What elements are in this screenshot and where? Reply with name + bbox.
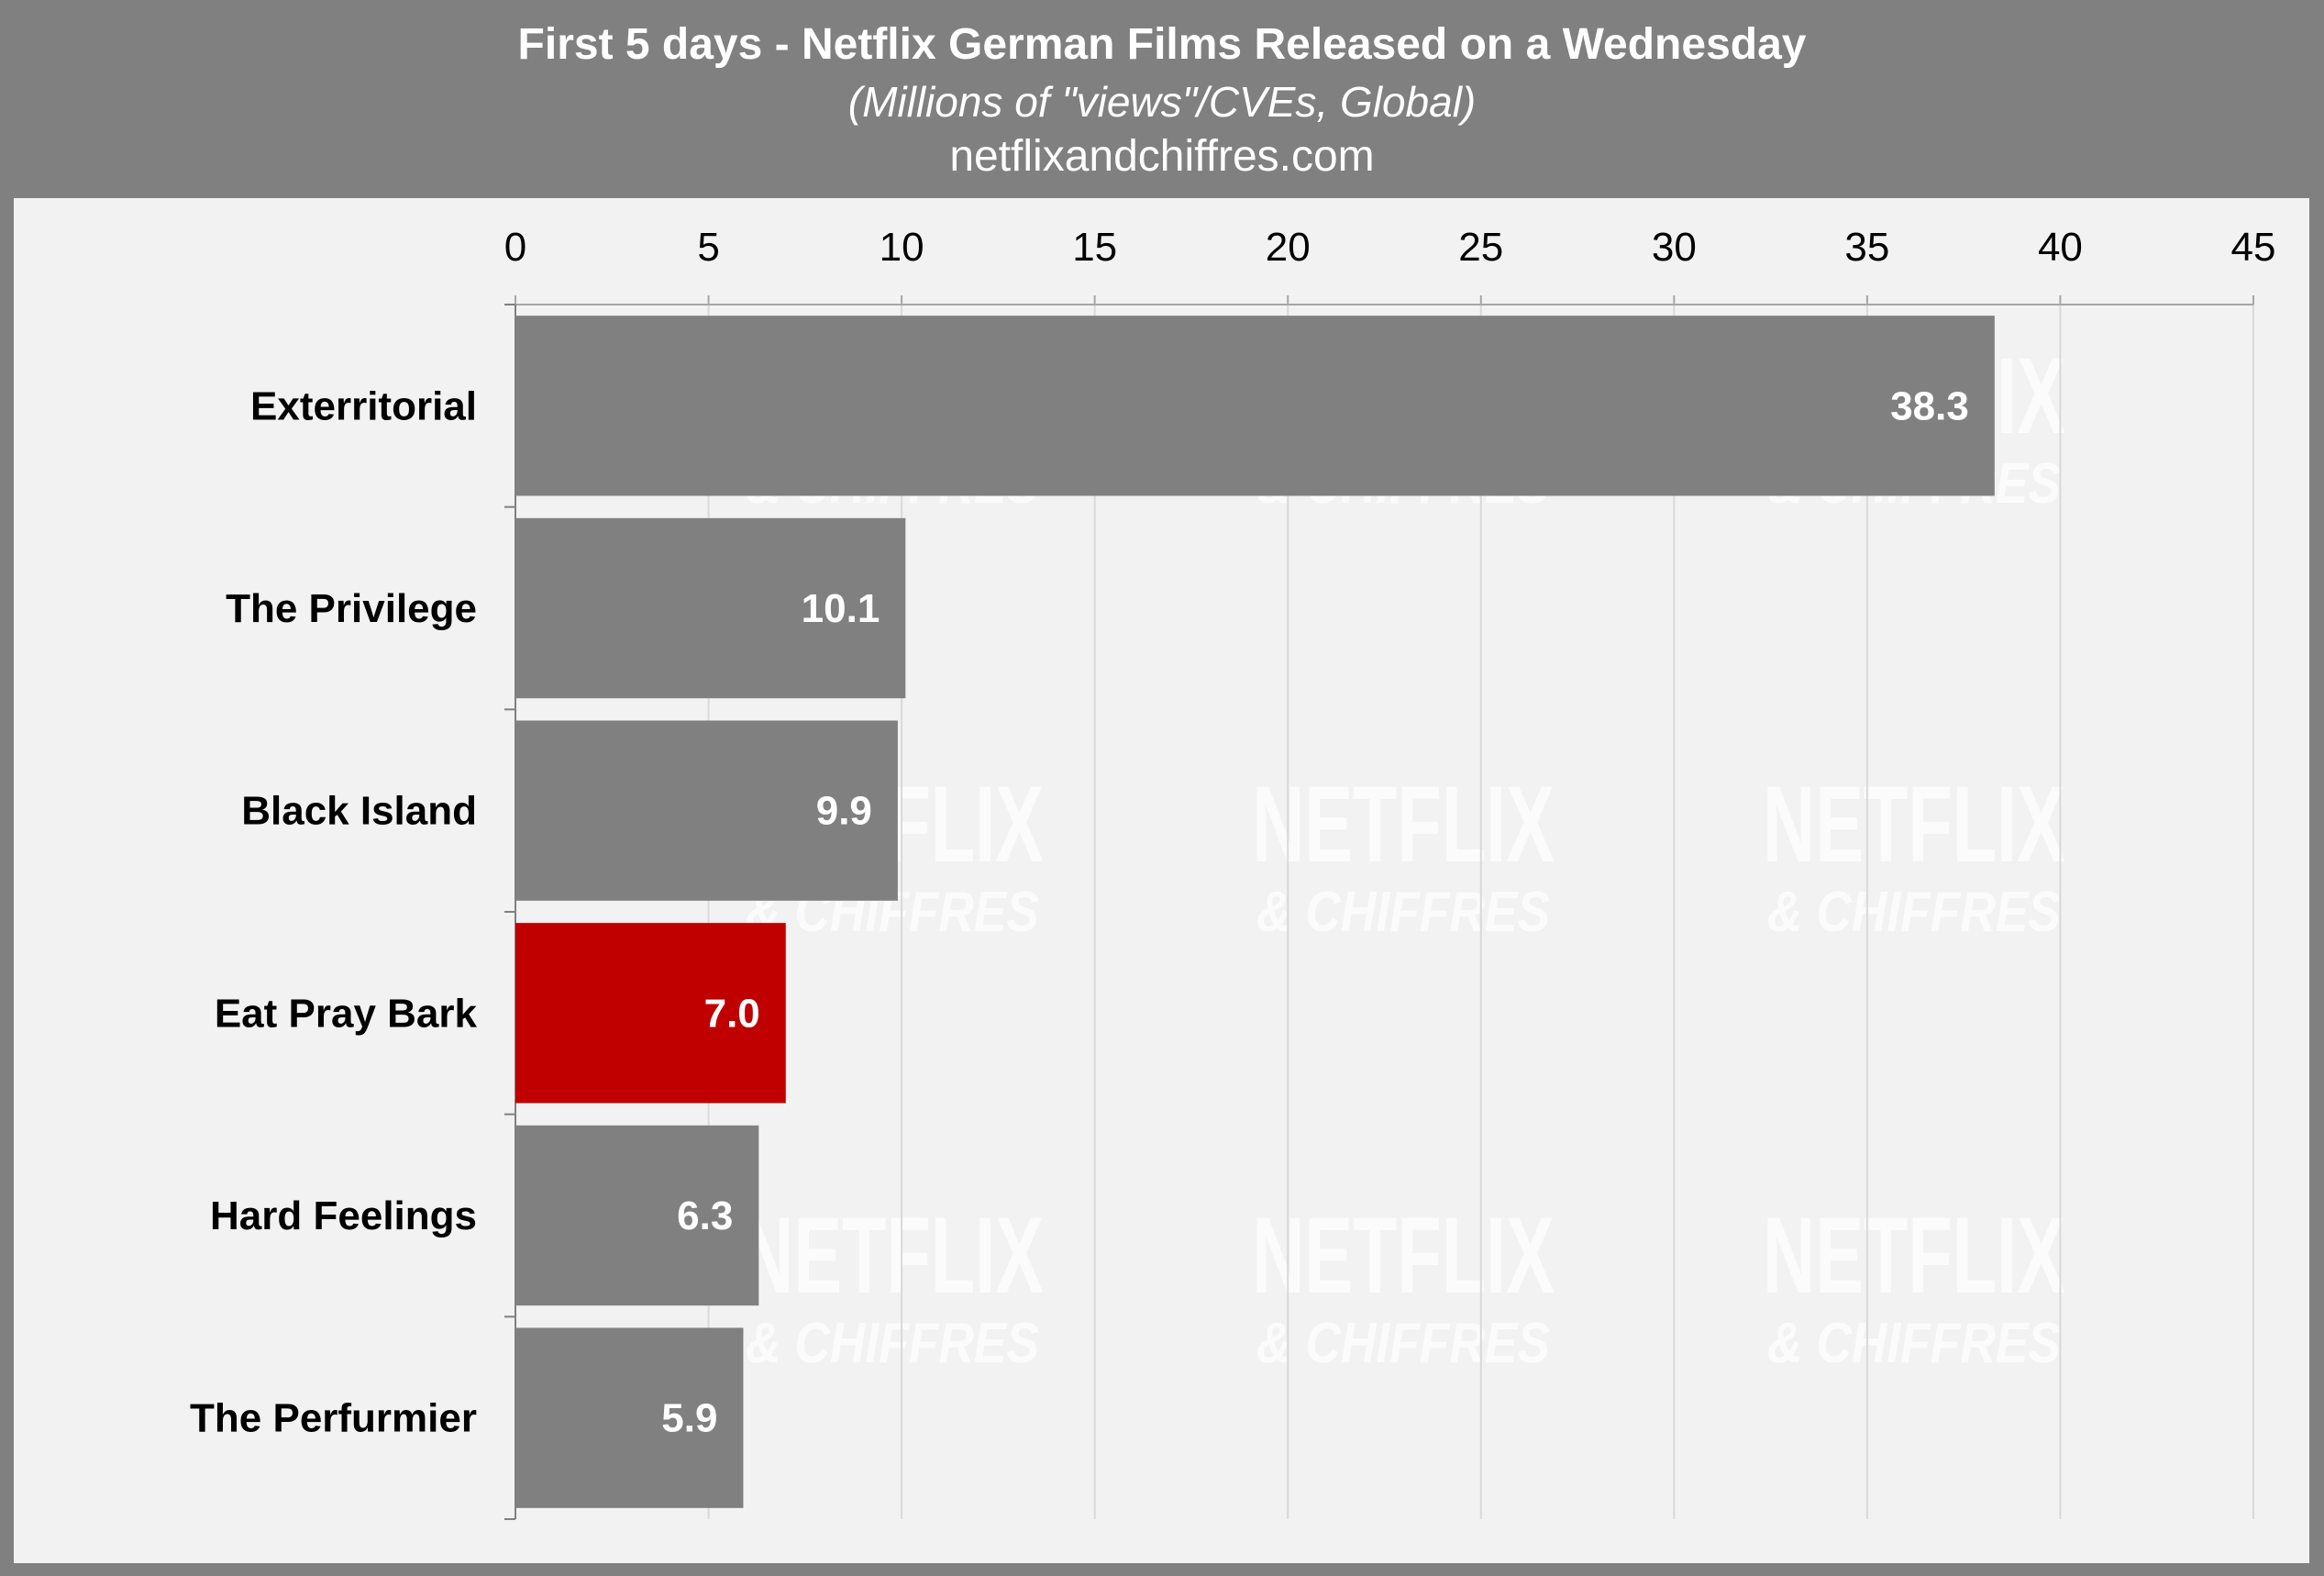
x-tick-label: 10 [880, 225, 924, 270]
chart-title: First 5 days - Netflix German Films Rele… [517, 20, 1807, 69]
x-tick-label: 30 [1652, 225, 1697, 270]
data-label: 7.0 [704, 991, 760, 1036]
category-label: The Privilege [226, 586, 477, 631]
watermark-text-netflix: NETFLIX [1763, 1195, 2065, 1316]
x-tick-label: 45 [2231, 225, 2276, 270]
watermark-text-chiffres: & CHIFFRES [1767, 881, 2061, 944]
bar [515, 1125, 759, 1306]
category-label: The Perfurmier [190, 1396, 477, 1441]
x-tick-label: 0 [504, 225, 526, 270]
watermark-text-chiffres: & CHIFFRES [1256, 881, 1550, 944]
bar [515, 1327, 744, 1508]
category-label: Black Island [241, 789, 477, 834]
chart-source: netflixandchiffres.com [949, 132, 1375, 181]
watermark-text-netflix: NETFLIX [1763, 764, 2065, 885]
watermark-text-chiffres: & CHIFFRES [746, 1312, 1039, 1375]
x-tick-label: 40 [2038, 225, 2083, 270]
x-tick-label: 35 [1844, 225, 1889, 270]
watermark-text-chiffres: & CHIFFRES [1767, 1312, 2061, 1375]
watermark-text-chiffres: & CHIFFRES [1256, 1312, 1550, 1375]
data-label: 38.3 [1890, 383, 1969, 428]
data-label: 6.3 [677, 1193, 733, 1238]
category-label: Eat Pray Bark [215, 991, 478, 1036]
bar [515, 720, 898, 901]
x-tick-label: 25 [1458, 225, 1503, 270]
bar [515, 517, 906, 699]
data-label: 9.9 [816, 789, 872, 834]
category-label: Exterritorial [250, 383, 477, 428]
bar [515, 316, 1995, 496]
category-label: Hard Feelings [210, 1193, 477, 1238]
x-tick-label: 20 [1266, 225, 1311, 270]
watermark-text-netflix: NETFLIX [1252, 764, 1555, 885]
x-tick-label: 15 [1072, 225, 1117, 270]
watermark-text-netflix: NETFLIX [1252, 1195, 1555, 1316]
data-label: 10.1 [802, 586, 880, 631]
x-tick-label: 5 [697, 225, 719, 270]
chart-subtitle: (Millions of "views"/CVEs, Global) [847, 78, 1477, 126]
watermark-text-netflix: NETFLIX [741, 1195, 1044, 1316]
bar [515, 923, 786, 1104]
data-label: 5.9 [661, 1396, 717, 1441]
chart-header: First 5 days - Netflix German Films Rele… [0, 0, 2324, 197]
